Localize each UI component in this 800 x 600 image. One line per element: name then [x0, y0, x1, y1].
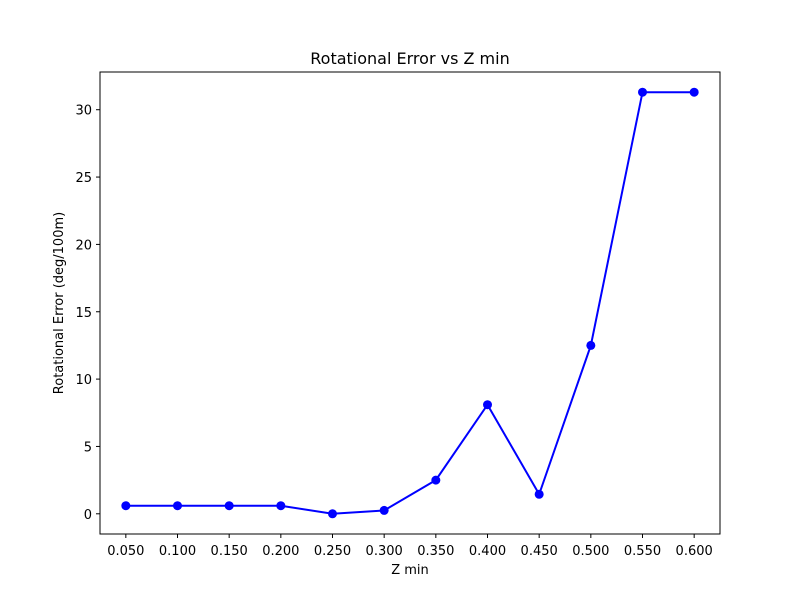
x-axis-label: Z min — [391, 563, 429, 578]
series-line — [125, 91, 695, 515]
x-tick-label: 0.050 — [107, 544, 144, 559]
data-point — [276, 501, 286, 511]
plot-frame — [99, 71, 721, 535]
y-tick-label: 30 — [75, 104, 92, 119]
y-axis-label: Rotational Error (deg/100m) — [52, 212, 67, 394]
y-tick-label: 0 — [84, 508, 92, 523]
data-point — [379, 505, 389, 515]
data-point — [173, 501, 182, 511]
data-point — [121, 501, 131, 511]
x-tick-label: 0.350 — [417, 544, 454, 559]
data-point — [483, 400, 492, 410]
x-axis: 0.050 0.100 0.150 0.200 0.250 0.300 0.350 0.400… — [107, 534, 713, 559]
x-tick-label: 0.100 — [159, 544, 196, 559]
data-point — [224, 501, 234, 511]
x-tick-label: 0.450 — [521, 544, 558, 559]
y-tick-label: 5 — [84, 440, 92, 455]
y-axis: 0 5 10 15 20 25 30 — [75, 104, 100, 523]
data-point — [586, 340, 596, 350]
y-tick-label: 25 — [75, 171, 92, 186]
x-tick-label: 0.250 — [314, 544, 351, 559]
data-point — [431, 475, 441, 485]
y-tick-label: 10 — [75, 373, 92, 388]
data-point — [638, 87, 647, 97]
data-point — [689, 87, 699, 97]
x-tick-label: 0.500 — [572, 544, 609, 559]
y-tick-label: 20 — [75, 238, 92, 253]
x-tick-label: 0.150 — [211, 544, 248, 559]
series-points — [121, 87, 699, 519]
data-point — [534, 489, 544, 499]
chart-title: Rotational Error vs Z min — [310, 49, 509, 68]
data-point — [328, 509, 337, 519]
x-tick-label: 0.200 — [262, 544, 299, 559]
x-tick-label: 0.300 — [366, 544, 403, 559]
x-tick-label: 0.400 — [469, 544, 506, 559]
x-tick-label: 0.550 — [624, 544, 661, 559]
y-tick-label: 15 — [75, 306, 92, 321]
x-tick-label: 0.600 — [676, 544, 713, 559]
